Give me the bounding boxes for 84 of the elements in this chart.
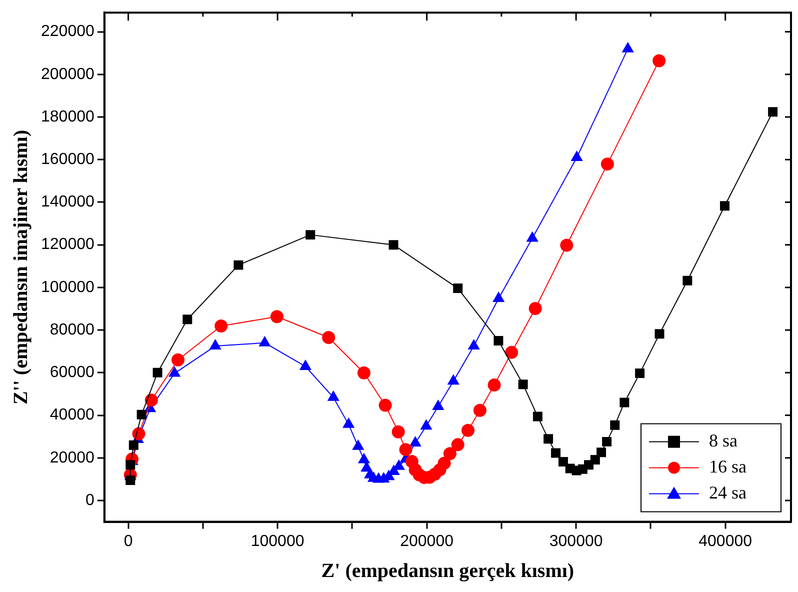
point (443, 447, 456, 460)
x-tick-label: 300000 (549, 532, 603, 550)
legend-label: 8 sa (709, 430, 738, 451)
point (342, 418, 354, 428)
point (126, 460, 136, 470)
point (492, 292, 504, 302)
point (388, 240, 398, 250)
y-tick-label: 100000 (41, 278, 94, 296)
point (392, 425, 405, 438)
point (602, 436, 612, 446)
point (399, 443, 412, 456)
point (357, 366, 370, 380)
point (560, 238, 574, 252)
y-tick-label: 80000 (50, 321, 94, 338)
point (590, 455, 600, 465)
y-tick-label: 180000 (41, 108, 94, 126)
y-tick-label: 140000 (41, 194, 94, 211)
point (453, 284, 463, 294)
point (306, 230, 316, 240)
point (473, 404, 486, 417)
point (532, 412, 542, 422)
point (468, 340, 480, 350)
point (393, 460, 405, 470)
point (461, 424, 474, 437)
point (126, 476, 136, 485)
y-tick-label: 20000 (50, 449, 94, 466)
point (438, 456, 451, 470)
point (168, 366, 180, 377)
point (358, 453, 370, 464)
point (171, 353, 184, 366)
point (259, 336, 270, 346)
y-axis-title: Z'' (empedansın imajiner kısmı) (10, 130, 32, 405)
point (128, 440, 138, 450)
point (518, 380, 528, 390)
point (270, 310, 284, 324)
y-tick-label: 0 (85, 492, 94, 509)
x-axis-title: Z' (empedansın gerçek kısmı) (321, 560, 574, 582)
point (488, 378, 501, 392)
point (210, 340, 221, 350)
point (528, 302, 542, 316)
point (544, 434, 554, 444)
point (620, 398, 630, 408)
point (654, 329, 664, 339)
y-tick-label: 160000 (41, 151, 94, 168)
x-tick-label: 100000 (250, 532, 304, 550)
point (328, 390, 340, 401)
y-tick-label: 120000 (41, 236, 94, 254)
point (448, 374, 460, 385)
point (322, 331, 336, 344)
x-tick-label: 0 (124, 532, 133, 550)
point (596, 448, 606, 458)
point (144, 394, 158, 407)
y-tick-label: 40000 (50, 406, 94, 424)
x-tick-label: 200000 (400, 532, 454, 550)
y-tick-label: 200000 (41, 66, 94, 83)
legend-label: 24 sa (709, 482, 747, 503)
point (652, 54, 666, 68)
point (551, 448, 561, 458)
point (451, 438, 464, 452)
point (635, 368, 645, 378)
point (410, 436, 421, 446)
y-tick-label: 60000 (50, 364, 94, 382)
point (526, 232, 538, 242)
point (152, 368, 162, 378)
point (505, 346, 518, 359)
x-tick-label: 400000 (698, 532, 752, 550)
point (378, 398, 392, 412)
point (420, 420, 432, 430)
point (136, 410, 146, 420)
point (300, 360, 312, 370)
point (234, 260, 244, 270)
point (494, 336, 504, 346)
point (558, 456, 568, 466)
point (600, 158, 614, 171)
point (768, 107, 778, 117)
y-tick-label: 220000 (41, 23, 94, 40)
point (214, 320, 228, 333)
point (352, 440, 364, 450)
point (182, 314, 192, 324)
legend-label: 16 sa (709, 456, 747, 477)
point (720, 201, 730, 211)
point (610, 420, 620, 430)
point (432, 400, 444, 410)
point (682, 276, 692, 286)
